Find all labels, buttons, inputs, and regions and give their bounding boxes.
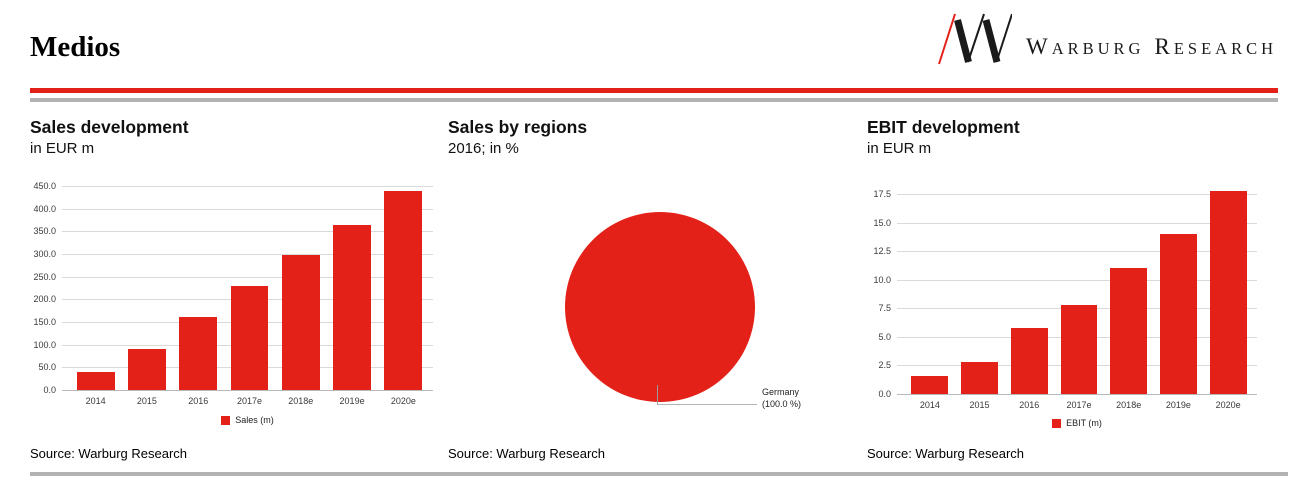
gridline [62,208,433,210]
y-tick-label: 400.0 [33,203,56,214]
ebit-legend: EBIT (m) [897,418,1257,428]
ebit-legend-label: EBIT (m) [1066,418,1102,428]
brand-arburg: ARBURG [1051,39,1145,58]
sales-legend-label: Sales (m) [235,415,274,425]
x-tick-label: 2020e [390,396,416,406]
sales-chart-title: Sales development [30,117,189,137]
y-tick-label: 0.0 [878,389,891,399]
y-tick-label: 0.0 [43,385,56,395]
brand-esearch: ESEARCH [1173,39,1277,58]
gridline [62,231,433,233]
pie-callout-label: Germany [762,387,800,397]
gridline [897,394,1257,395]
y-tick-label: 450.0 [33,181,56,191]
y-tick-label: 350.0 [33,226,56,237]
y-tick-label: 150.0 [33,317,56,327]
y-tick-label: 5.0 [878,331,891,342]
bar-2018e [1110,268,1148,394]
source-note-regions: Source: Warburg Research [448,446,606,461]
y-tick-label: 300.0 [33,249,56,259]
gridline [897,279,1257,281]
source-note-ebit: Source: Warburg Research [867,446,1025,461]
regions-chart-title: Sales by regions [448,117,588,137]
bar-2015 [127,349,166,390]
y-tick-label: 10.0 [873,274,891,285]
x-tick-label: 2018e [1116,400,1142,410]
regions-chart-subtitle: 2016; in % [448,139,519,157]
bar-2014 [911,375,949,394]
y-tick-label: 2.5 [878,360,891,371]
ebit-bar-chart: EBIT (m) 0.0 2.5 5.0 7.5 10.0 12.5 15.0 17.5 201… [867,189,1259,438]
ebit-chart-subtitle: in EUR m [867,139,932,157]
gridline [62,276,433,278]
x-tick-label: 2016 [188,396,209,406]
ebit-legend-swatch [1052,418,1062,428]
x-tick-label: 2014 [919,400,940,410]
bar-2019e [333,224,372,390]
x-tick-label: 2018e [288,396,314,406]
gridline [62,390,433,391]
x-tick-label: 2015 [969,400,990,410]
ebit-chart-title: EBIT development [867,117,1020,137]
warburg-research-logo: WARBURG RESEARCH [936,12,1277,66]
bar-2020e [1209,190,1247,394]
x-tick-label: 2019e [339,396,365,406]
bar-2015 [961,362,998,394]
sales-chart-subtitle: in EUR m [30,139,95,157]
regions-pie-chart: Germany (100.0 %) [448,186,810,438]
x-tick-label: 2017e [236,396,262,406]
bar-2016 [1010,327,1048,394]
gridline [897,222,1257,224]
regions-chart-header: Sales by regions 2016; in % [448,117,587,158]
bar-2017e [230,285,269,390]
header-red-rule [30,88,1278,93]
footer-gray-rule [30,472,1288,476]
x-tick-label: 2016 [1019,400,1040,410]
warburg-w-icon [938,13,1012,65]
sales-bar-chart: Sales (m) 0.0 50.0 100.0 150.0 200.0 250.0 300… [30,181,435,438]
pie-leader-horizontal [657,404,757,405]
x-tick-label: 2020e [1215,400,1241,410]
page-title: Medios [30,31,121,63]
y-tick-label: 15.0 [873,217,891,228]
x-tick-label: 2014 [85,396,106,406]
bar-2020e [384,190,423,390]
bar-2017e [1060,304,1098,394]
sales-chart-header: Sales development in EUR m [30,117,189,158]
y-tick-label: 50.0 [38,362,56,373]
y-tick-label: 17.5 [873,189,891,199]
sales-legend: Sales (m) [62,415,433,425]
y-tick-label: 12.5 [873,246,891,257]
source-note-sales: Source: Warburg Research [30,446,188,461]
pie-callout-value: (100.0 %) [762,399,802,409]
pie-slice-germany [565,212,755,402]
bar-2014 [76,371,115,390]
brand-name: WARBURG RESEARCH [1026,35,1277,66]
y-tick-label: 7.5 [878,303,891,314]
pie-callout: Germany (100.0 %) [762,386,801,410]
bar-2019e [1160,234,1197,394]
x-tick-label: 2015 [136,396,157,406]
gridline [62,186,433,187]
bar-2018e [281,255,320,390]
x-tick-label: 2017e [1066,400,1092,410]
y-tick-label: 250.0 [33,271,56,282]
brand-r: R [1154,34,1174,59]
gridline [897,194,1257,195]
y-tick-label: 200.0 [33,294,56,305]
bar-2016 [179,317,218,390]
y-tick-label: 100.0 [33,339,56,350]
sales-legend-swatch [221,415,231,425]
ebit-chart-header: EBIT development in EUR m [867,117,1020,158]
x-tick-label: 2019e [1165,400,1191,410]
header-gray-rule [30,98,1278,102]
gridline [62,254,433,255]
pie-leader-vertical [657,385,658,404]
gridline [897,251,1257,253]
brand-w: W [1025,34,1052,59]
